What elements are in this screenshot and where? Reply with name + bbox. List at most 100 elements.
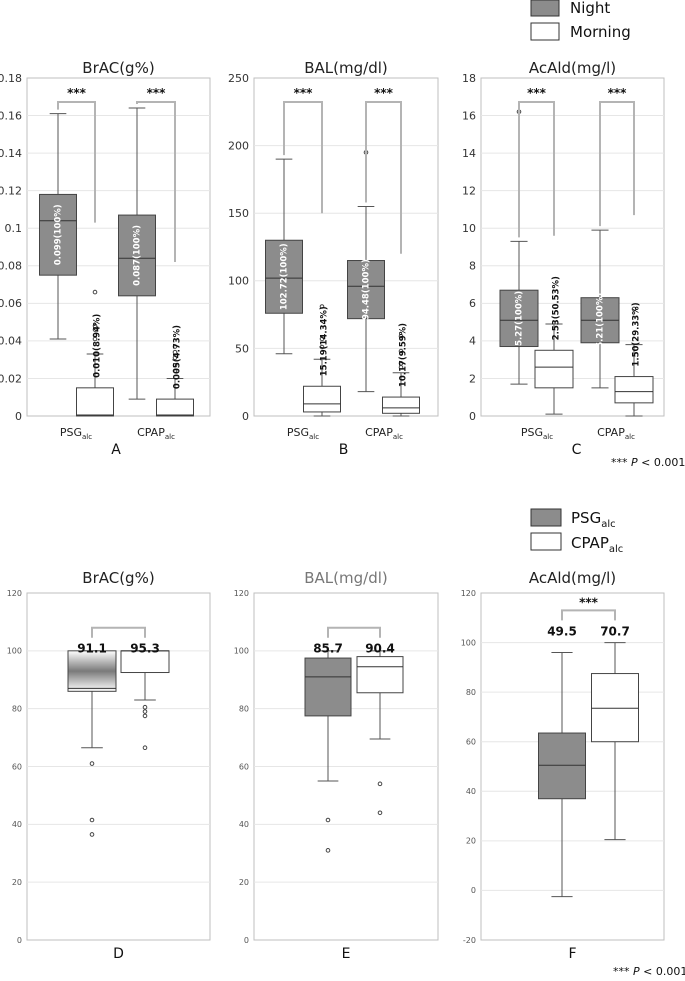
- significance-bracket: [518, 101, 555, 238]
- y-tick-label: 12: [462, 185, 476, 198]
- plot-frame: [26, 77, 211, 417]
- y-tick-label: 16: [462, 109, 476, 122]
- y-tick-label: 0.02: [0, 372, 22, 385]
- box-iqr: [76, 387, 114, 417]
- box-iqr: [303, 385, 341, 413]
- chart-title: AcAld(mg/l): [529, 569, 616, 587]
- y-tick-label: 0.12: [0, 185, 22, 198]
- box-value-label: 15.19(14.34%): [320, 306, 330, 376]
- y-tick-label: 18: [462, 72, 476, 85]
- chart-title: AcAld(mg/l): [529, 59, 616, 77]
- plot-frame: [480, 592, 665, 941]
- legend-label-psg: PSGalc: [571, 509, 616, 530]
- y-tick-label: 120: [234, 589, 249, 598]
- legend-top: Night Morning: [530, 0, 631, 41]
- x-category-label: CPAPalc: [137, 426, 175, 441]
- y-tick-label: 10: [462, 222, 476, 235]
- y-tick-label: 20: [466, 837, 476, 846]
- legend-bottom: PSGalc CPAPalc: [530, 508, 623, 555]
- panel-letter: C: [572, 442, 582, 458]
- significance-stars: ***: [608, 86, 628, 100]
- y-tick-label: 200: [228, 139, 249, 152]
- box-iqr: [356, 656, 404, 694]
- box-iqr: [382, 396, 420, 414]
- chart-title: BrAC(g%): [82, 59, 154, 77]
- significance-stars: ***: [579, 595, 599, 609]
- box-value-label: 5.21(100%): [596, 293, 606, 348]
- outlier-point: [325, 817, 331, 823]
- box-value-label: 91.1: [77, 642, 107, 656]
- outlier-point: [398, 348, 404, 354]
- panel-letter: B: [339, 442, 349, 458]
- significance-stars: ***: [374, 86, 394, 100]
- y-tick-label: 40: [466, 787, 476, 796]
- box-value-label: 10.17(9.59%): [399, 323, 409, 387]
- outlier-point: [142, 745, 148, 751]
- outlier-point: [92, 332, 98, 338]
- outlier-point: [89, 817, 95, 823]
- box-value-label: 49.5: [547, 624, 577, 638]
- significance-stars: ***: [294, 86, 314, 100]
- box-value-label: 0.087(100%): [133, 225, 143, 286]
- box-iqr: [118, 214, 156, 297]
- y-tick-label: 120: [461, 589, 476, 598]
- box-value-label: 0.099(100%): [54, 204, 64, 265]
- panel-letter: D: [113, 946, 124, 962]
- box-value-label: 0.005(4.73%): [173, 325, 183, 389]
- significance-stars: ***: [527, 86, 547, 100]
- outlier-point: [319, 344, 325, 350]
- outlier-point: [172, 355, 178, 361]
- y-tick-label: 0.08: [0, 260, 22, 273]
- outlier-point: [172, 344, 178, 349]
- panel-f: -20 0 20 40 60 80 100 120 AcAld(mg/l) 49.5 70.7 ***…: [461, 569, 665, 962]
- x-category-label: PSGalc: [60, 426, 92, 441]
- box-value-label: 1.50(29.33%): [632, 302, 642, 366]
- box-iqr: [265, 239, 303, 314]
- significance-bracket: [283, 101, 323, 214]
- box-iqr: [614, 376, 654, 404]
- x-category-label: CPAPalc: [365, 426, 403, 441]
- box-iqr: [534, 349, 574, 389]
- chart-title: BAL(mg/dl): [304, 569, 388, 587]
- outlier-point: [92, 323, 98, 329]
- y-tick-label: 0.14: [0, 147, 22, 160]
- chart-title: BrAC(g%): [82, 569, 154, 587]
- panel-letter: F: [568, 946, 576, 962]
- chart-title: BAL(mg/dl): [304, 59, 388, 77]
- box-iqr: [591, 673, 639, 743]
- significance-bracket: [91, 626, 146, 638]
- box-value-label: 2.53(50.53%): [552, 276, 562, 340]
- y-tick-label: 60: [239, 762, 249, 771]
- significance-bracket: [365, 101, 402, 254]
- y-tick-label: 2: [469, 372, 476, 385]
- y-tick-label: 0: [242, 410, 249, 423]
- outlier-point: [142, 709, 148, 714]
- y-tick-label: 14: [462, 147, 476, 160]
- significance-note-top: *** P < 0.001: [611, 456, 685, 469]
- box-iqr: [347, 260, 385, 320]
- panel-d: 0 20 40 60 80 100 120 BrAC(g%) 91.1 95.3 D: [7, 569, 211, 962]
- outlier-point: [172, 368, 178, 374]
- y-tick-label: 4: [469, 335, 476, 348]
- outlier-point: [89, 761, 95, 766]
- y-tick-label: 0.06: [0, 297, 22, 310]
- box-value-label: 95.3: [130, 642, 160, 656]
- box-value-label: 90.4: [365, 642, 395, 656]
- y-tick-label: 20: [239, 878, 249, 887]
- y-tick-label: 250: [228, 72, 249, 85]
- y-tick-label: 6: [469, 297, 476, 310]
- y-tick-label: 80: [466, 688, 476, 697]
- legend-label-morning: Morning: [570, 23, 631, 41]
- outlier-point: [398, 333, 404, 339]
- legend-swatch-morning: [530, 22, 560, 41]
- box-iqr: [304, 657, 352, 717]
- significance-bracket: [327, 626, 381, 638]
- legend-swatch-night: [530, 0, 560, 17]
- y-tick-label: 0: [244, 936, 249, 945]
- panel-letter: E: [342, 946, 351, 962]
- y-tick-label: 150: [228, 207, 249, 220]
- outlier-point: [92, 289, 98, 295]
- outlier-point: [319, 304, 325, 309]
- panel-b: 0 50 100 150 200 250 BAL(mg/dl) 102.72(100%) 15.…: [228, 59, 439, 458]
